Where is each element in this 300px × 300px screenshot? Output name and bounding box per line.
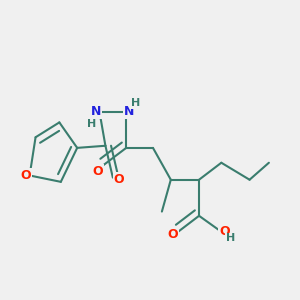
Text: O: O xyxy=(219,225,230,238)
Text: O: O xyxy=(168,228,178,242)
Text: O: O xyxy=(113,173,124,186)
Text: H: H xyxy=(130,98,140,108)
Text: N: N xyxy=(123,105,134,118)
Text: O: O xyxy=(21,169,32,182)
Text: H: H xyxy=(226,233,235,243)
Text: H: H xyxy=(87,119,97,129)
Text: N: N xyxy=(91,105,102,118)
Text: O: O xyxy=(93,165,103,178)
